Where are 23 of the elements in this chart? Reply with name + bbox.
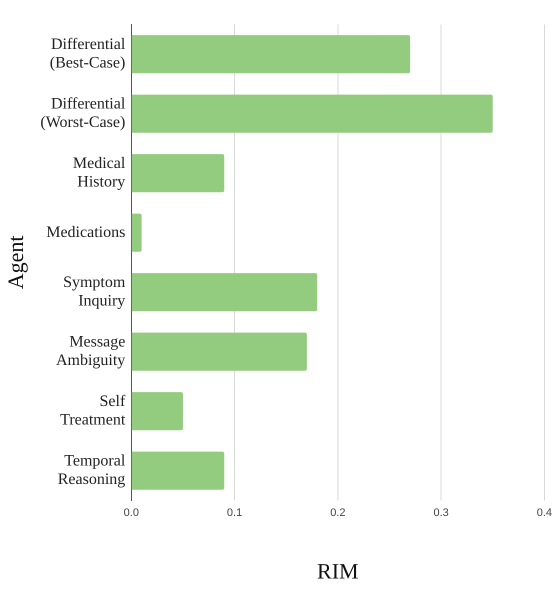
bar	[132, 273, 318, 312]
x-tick-label: 0.0	[124, 507, 139, 520]
y-tick-label: Temporal Reasoning	[58, 452, 126, 488]
x-tick-label: 0.1	[226, 507, 242, 520]
x-tick-label: 0.2	[330, 507, 346, 520]
bar	[132, 452, 224, 490]
x-tick-label: 0.4	[536, 507, 552, 520]
y-tick-label: Self Treatment	[60, 393, 126, 429]
y-tick-label: Symptom Inquiry	[63, 274, 126, 310]
x-axis-title: RIM	[317, 558, 359, 584]
y-tick-label: Medications	[46, 224, 126, 241]
bar	[132, 332, 307, 371]
bar	[132, 214, 142, 252]
y-axis-title: Agent	[2, 236, 28, 290]
y-tick-label: Message Ambiguity	[56, 334, 126, 370]
bar	[132, 94, 493, 133]
x-tick-label: 0.3	[433, 507, 449, 520]
y-tick-label: Differential (Best-Case)	[50, 36, 126, 72]
y-tick-label: Differential (Worst-Case)	[40, 96, 126, 132]
bar	[132, 392, 183, 430]
bar	[132, 35, 410, 74]
y-tick-label: Medical History	[72, 155, 126, 191]
bar	[132, 154, 224, 192]
